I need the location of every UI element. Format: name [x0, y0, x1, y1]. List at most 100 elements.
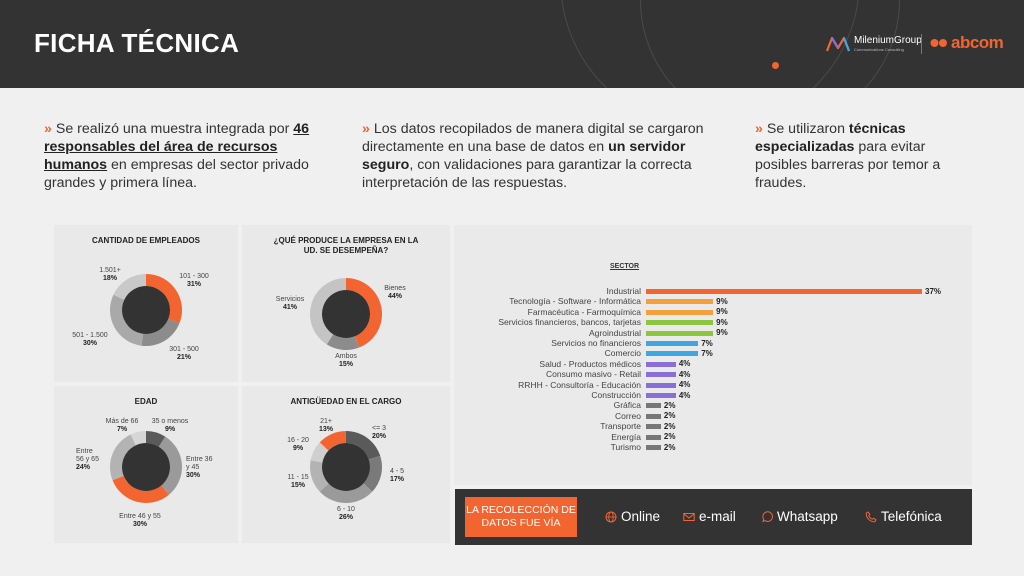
chevron-right-icon: »	[362, 121, 370, 137]
donut-center	[122, 443, 170, 491]
donut-slice	[310, 278, 346, 345]
bar	[646, 330, 714, 336]
bar-value-label: 2%	[663, 411, 676, 421]
page-title: FICHA TÉCNICA	[34, 28, 240, 58]
data-label: Entre 56 y 65 24%	[76, 448, 99, 471]
donut-center	[322, 443, 370, 491]
bullet-text: en empresas del sector privado grandes y…	[44, 157, 309, 191]
chart-title-sector: SECTOR	[610, 263, 640, 270]
data-label: Servicios 41%	[275, 296, 305, 311]
abcom-logo-icon	[930, 39, 947, 47]
bar-value-label: 9%	[716, 307, 728, 317]
donut-slice	[141, 318, 180, 346]
chevron-right-icon: »	[755, 121, 763, 137]
donut-chart-employees	[110, 274, 182, 346]
bar-value-label: 4%	[678, 369, 691, 379]
bar-value-label: 4%	[678, 390, 691, 400]
bar-category-label: Gráfica	[613, 400, 641, 411]
donut-center	[322, 290, 370, 338]
collection-methods-bar: LA RECOLECCIÓN DE DATOS FUE VÍA Online e…	[455, 489, 972, 545]
data-label: Entre 46 y 55 30%	[119, 513, 161, 528]
abcom-logo-text: abcom	[951, 33, 1004, 52]
data-label: 16 - 20 9%	[287, 437, 309, 452]
method-whatsapp: Whatsapp	[761, 509, 838, 524]
bar-category-label: Transporte	[600, 421, 641, 432]
chart-title-production: ¿QUÉ PRODUCE LA EMPRESA EN LA UD. SE DES…	[273, 236, 419, 255]
bar	[646, 289, 922, 294]
bar	[646, 309, 714, 315]
whatsapp-icon	[762, 510, 773, 522]
donut-slice	[363, 455, 382, 492]
bar-category-label: RRHH - Consultoría - Educación	[518, 379, 641, 390]
donut-chart-age	[109, 431, 182, 503]
data-label: 501 - 1.500 30%	[72, 332, 108, 347]
data-label: Ambos 15%	[335, 353, 357, 368]
donut-slice	[346, 278, 382, 348]
collection-label: LA RECOLECCIÓN DE DATOS FUE VÍA	[465, 497, 577, 537]
bar-value-label: 4%	[678, 380, 691, 390]
decor-dot	[772, 62, 779, 69]
data-label: 301 - 500 21%	[169, 346, 199, 361]
donut-chart-production	[310, 278, 382, 350]
bar-value-label: 4%	[678, 359, 691, 369]
bar-value-label: 37%	[925, 286, 942, 296]
donut-slice	[146, 274, 182, 324]
envelope-icon	[683, 512, 695, 521]
bar-value-label: 9%	[716, 317, 728, 327]
bar	[646, 341, 699, 346]
bullet-highlight: un servidor seguro	[362, 139, 686, 173]
logo-divider	[921, 34, 922, 54]
bullet-sample: » Se realizó una muestra integrada por 46…	[44, 120, 334, 192]
bar-category-label: Industrial	[606, 286, 642, 296]
donut-slice	[112, 475, 169, 503]
donut-slice	[319, 483, 373, 503]
bar-value-label: 2%	[663, 400, 676, 410]
bullet-text: , con validaciones para garantizar la co…	[362, 157, 692, 191]
donut-slice	[130, 431, 146, 446]
donut-center	[122, 286, 170, 334]
chevron-right-icon: »	[44, 121, 52, 137]
data-label: Entre 36 y 45 30%	[186, 456, 213, 479]
header-bar: FICHA TÉCNICA MileniumGroup Communicatio…	[0, 0, 1024, 88]
donut-slice	[146, 431, 166, 447]
data-label: 35 o menos 9%	[151, 418, 189, 433]
bullet-text: Se utilizaron	[766, 121, 849, 137]
bar-category-label: Tecnología - Software - Informática	[509, 296, 641, 307]
bar-category-label: Correo	[615, 410, 641, 421]
bar-category-label: Consumo masivo - Retail	[546, 369, 641, 380]
bar-category-label: Agroindustrial	[589, 327, 641, 338]
bar-category-label: Turismo	[610, 442, 641, 452]
method-phone: Telefónica	[865, 509, 942, 524]
donut-slice	[109, 434, 136, 481]
bar	[646, 445, 661, 450]
bar-category-label: Farmacéutica - Farmoquímica	[527, 306, 641, 317]
bar	[646, 393, 676, 398]
abcom-logo: abcom	[930, 33, 1004, 53]
method-email: e-mail	[683, 509, 736, 524]
bullet-highlight: 46 responsables del área de recursos hum…	[44, 121, 310, 173]
bar-category-label: Servicios no financieros	[551, 338, 641, 348]
donut-slice	[346, 431, 381, 460]
bar-category-label: Energía	[611, 431, 641, 442]
data-label: 6 - 10 26%	[337, 506, 355, 521]
globe-icon	[605, 511, 617, 522]
bullet-text: Se realizó una muestra integrada por	[55, 121, 294, 137]
bar	[646, 351, 699, 357]
bar-value-label: 2%	[663, 421, 676, 431]
bar-category-label: Construcción	[591, 390, 641, 400]
bar	[646, 299, 714, 305]
chart-title-employees: CANTIDAD DE EMPLEADOS	[91, 236, 200, 245]
data-label: 1.501+ 18%	[99, 267, 121, 282]
bullet-techniques: » Se utilizaron técnicas especializadas p…	[755, 120, 970, 192]
bar	[646, 403, 661, 409]
bar-category-label: Salud - Productos médicos	[539, 358, 641, 369]
bar	[646, 382, 676, 388]
bar-value-label: 7%	[701, 348, 713, 358]
phone-icon	[865, 510, 877, 522]
donut-chart-seniority	[310, 431, 382, 503]
bar-category-label: Comercio	[604, 348, 641, 359]
chart-title-age: EDAD	[134, 397, 158, 406]
data-label: Bienes 44%	[384, 285, 406, 300]
donut-slice	[113, 274, 146, 300]
bar	[646, 372, 676, 378]
